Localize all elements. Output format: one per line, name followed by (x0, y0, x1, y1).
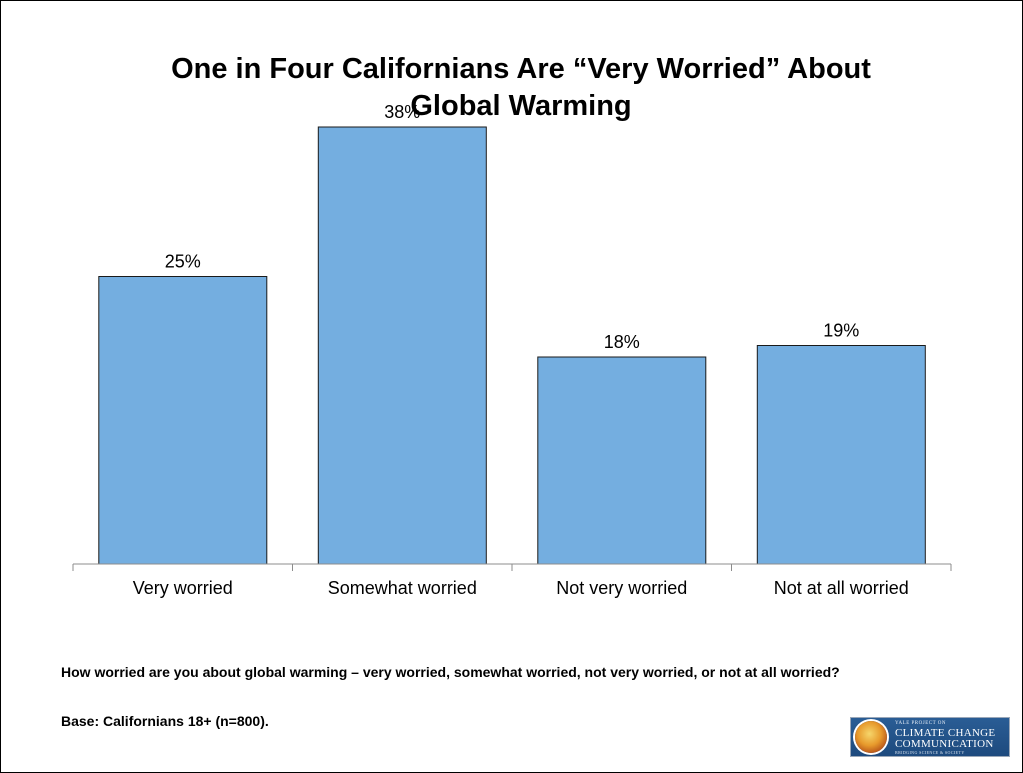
chart-title-line-1: One in Four Californians Are “Very Worri… (171, 53, 871, 85)
sample-base: Base: Californians 18+ (n=800). (61, 713, 269, 729)
category-label: Not at all worried (774, 578, 909, 598)
bar-not-at-all-worried (756, 345, 926, 565)
data-label: 25% (165, 252, 201, 272)
chart-title: One in Four Californians Are “Very Worri… (81, 51, 961, 125)
logo-small-text: YALE PROJECT ON (895, 721, 947, 726)
yale-climate-logo: YALE PROJECT ON CLIMATE CHANGE COMMUNICA… (850, 717, 1010, 757)
bar-not-very-worried (537, 356, 707, 565)
logo-title-line-1: CLIMATE CHANGE (895, 727, 996, 739)
data-label: 38% (384, 102, 420, 122)
category-label: Very worried (133, 578, 233, 598)
bar-chart: 25% Very worried 38% Somewhat worried 18% Not… (72, 102, 952, 598)
bar-very-worried (98, 276, 268, 565)
survey-question: How worried are you about global warming… (61, 664, 840, 680)
globe-icon (855, 721, 887, 753)
logo-tagline: BRIDGING SCIENCE & SOCIETY (895, 750, 965, 755)
bar-somewhat-worried (317, 126, 487, 565)
logo-title: CLIMATE CHANGE COMMUNICATION (895, 728, 995, 750)
chart-title-line-2: Global Warming (410, 90, 632, 122)
category-label: Not very worried (556, 578, 687, 598)
category-label: Somewhat worried (328, 578, 477, 598)
data-label: 18% (604, 332, 640, 352)
data-label: 19% (823, 321, 859, 341)
logo-title-line-2: COMMUNICATION (895, 738, 994, 750)
